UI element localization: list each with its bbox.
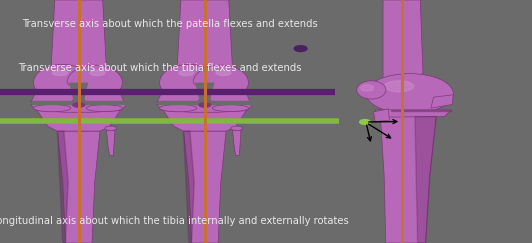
Polygon shape — [383, 0, 423, 87]
Polygon shape — [157, 64, 218, 102]
Polygon shape — [415, 117, 436, 243]
Polygon shape — [380, 117, 436, 243]
Ellipse shape — [86, 105, 122, 112]
Ellipse shape — [199, 103, 211, 107]
Ellipse shape — [212, 105, 248, 112]
Ellipse shape — [179, 70, 194, 76]
Text: Transverse axis about which the patella flexes and extends: Transverse axis about which the patella … — [22, 19, 318, 29]
Text: Transverse axis about which the tibia flexes and extends: Transverse axis about which the tibia fl… — [18, 63, 301, 73]
Polygon shape — [195, 83, 214, 101]
Circle shape — [294, 46, 307, 52]
Polygon shape — [177, 0, 232, 68]
Polygon shape — [391, 110, 451, 111]
Polygon shape — [163, 111, 246, 131]
Polygon shape — [157, 104, 253, 112]
Ellipse shape — [231, 126, 243, 130]
Ellipse shape — [105, 126, 117, 130]
Ellipse shape — [73, 103, 85, 107]
Polygon shape — [32, 101, 126, 104]
Polygon shape — [57, 131, 68, 243]
Polygon shape — [184, 131, 226, 243]
Ellipse shape — [216, 70, 231, 76]
Polygon shape — [51, 0, 106, 68]
Polygon shape — [184, 131, 194, 243]
Polygon shape — [431, 95, 453, 108]
Ellipse shape — [34, 104, 71, 112]
Polygon shape — [37, 111, 120, 131]
Polygon shape — [373, 109, 389, 122]
Polygon shape — [193, 65, 250, 102]
Ellipse shape — [361, 85, 373, 91]
Polygon shape — [67, 65, 124, 102]
Polygon shape — [69, 83, 88, 101]
Polygon shape — [57, 131, 100, 243]
Polygon shape — [31, 64, 92, 102]
Polygon shape — [31, 104, 127, 112]
Ellipse shape — [160, 104, 197, 112]
Ellipse shape — [90, 70, 105, 76]
Polygon shape — [375, 110, 451, 117]
Polygon shape — [232, 130, 241, 156]
Polygon shape — [158, 101, 252, 104]
Polygon shape — [106, 130, 115, 156]
Ellipse shape — [356, 81, 386, 99]
Circle shape — [360, 120, 370, 124]
Text: Longitudinal axis about which the tibia internally and externally rotates: Longitudinal axis about which the tibia … — [0, 216, 349, 226]
Circle shape — [366, 74, 453, 113]
Ellipse shape — [384, 81, 414, 92]
Ellipse shape — [53, 70, 68, 76]
